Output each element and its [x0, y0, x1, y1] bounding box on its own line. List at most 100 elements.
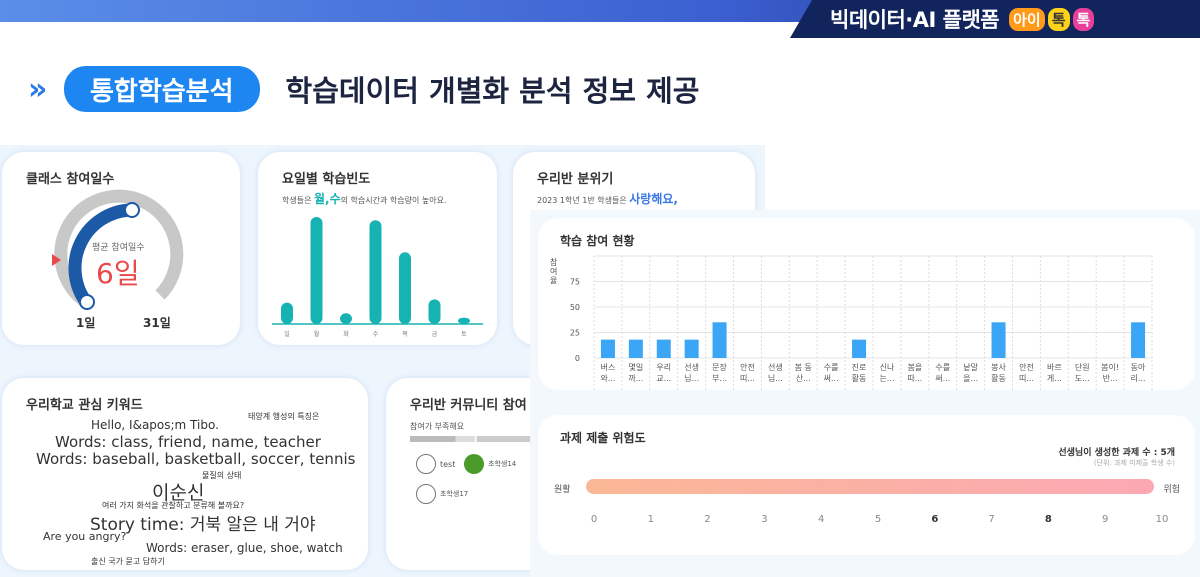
gauge-fill: [68, 203, 133, 306]
user-icon: [416, 454, 436, 474]
card-title: 학습 참여 현황: [560, 234, 635, 248]
count-value: 5개: [1160, 448, 1175, 458]
weekday-bar: [340, 313, 352, 324]
keyword: 이순신: [152, 482, 205, 504]
y-tick-label: 0: [575, 354, 580, 363]
desc-highlight: 월,수: [313, 192, 341, 206]
x-tick-label: 봄을: [907, 363, 922, 372]
participation-bar: [684, 339, 699, 358]
min-label: 1일: [76, 316, 96, 330]
risk-tick-label: 10: [1155, 514, 1169, 525]
risk-tick-label: 7: [988, 514, 995, 525]
keyword: Words: baseball, basketball, soccer, ten…: [36, 450, 356, 468]
x-tick-label: 낱말: [963, 362, 978, 372]
participation-bar: [712, 322, 727, 358]
risk-tick-label: 6: [931, 514, 939, 525]
y-tick-label: 50: [570, 303, 580, 312]
marker-triangle-icon: [52, 254, 61, 266]
avatar: [464, 454, 484, 474]
card-title: 과제 제출 위험도: [560, 431, 646, 445]
y-tick-label: 75: [570, 278, 580, 287]
gauge-start-handle: [79, 294, 95, 310]
gauge-end-handle: [124, 202, 140, 218]
x-tick-label: 까...: [628, 374, 643, 383]
keyword: Words: eraser, glue, shoe, watch: [146, 541, 343, 555]
desc-text: 학생들은: [282, 196, 314, 205]
community-card: 우리반 커뮤니티 참여 참여가 부족해요 test 초학생14 초학생17: [386, 378, 540, 570]
x-tick-label: 반...: [1103, 374, 1118, 383]
weekday-card: 요일별 학습빈도 학생들은 월,수의 학습시간과 학습량이 높아요. 일 월 화 수 목…: [258, 152, 497, 345]
risk-tick-label: 9: [1102, 514, 1109, 525]
x-tick-label: 리...: [1131, 374, 1146, 383]
x-tick-label: 단원: [1075, 362, 1090, 372]
x-tick-label: 띠...: [1019, 374, 1034, 383]
x-tick-label: 문장: [712, 362, 727, 372]
weekday-desc: 학생들은 월,수의 학습시간과 학습량이 높아요.: [282, 190, 446, 207]
x-tick-label: 신나: [880, 363, 895, 372]
x-tick-label: 수를: [935, 363, 950, 372]
x-tick-label: 안전: [1019, 362, 1034, 372]
keyword: 물질의 상태: [202, 471, 242, 480]
gauge: [52, 189, 184, 310]
x-tick-label: 몇일: [628, 362, 643, 372]
avg-value: 6일: [96, 257, 140, 290]
assignment-count: 선생님이 생성한 과제 수 : 5개: [1058, 445, 1175, 458]
member[interactable]: test: [416, 454, 455, 474]
keyword: 출신 국가 묻고 답하기: [91, 557, 165, 566]
x-tick-label: 활동: [852, 373, 867, 383]
x-tick-label: 와...: [600, 373, 615, 383]
x-tick-label: 님...: [768, 374, 783, 383]
member[interactable]: 초학생14: [464, 454, 516, 474]
mood-highlight: 사랑해요,: [629, 192, 678, 206]
risk-left-label: 원활: [554, 485, 571, 495]
member-name: test: [440, 459, 456, 469]
x-tick-label: 화: [343, 331, 349, 338]
x-tick-label: 봄 동: [795, 363, 812, 372]
x-tick-label: 버스: [601, 362, 616, 372]
user-icon: [416, 484, 436, 504]
risk-tick-label: 5: [874, 514, 882, 525]
weekday-bar: [399, 252, 411, 324]
risk-tick-label: 1: [647, 514, 654, 525]
y-axis-label: 참여율: [550, 258, 558, 285]
y-tick-label: 25: [570, 329, 580, 338]
page-title: 학습데이터 개별화 분석 정보 제공: [285, 74, 700, 108]
weekday-bar: [281, 302, 293, 324]
card-title: 클래스 참여일수: [26, 172, 115, 187]
x-tick-label: 안전: [740, 362, 755, 372]
x-tick-label: 봄이!: [1101, 362, 1119, 372]
member[interactable]: 초학생17: [416, 484, 468, 504]
x-tick-label: 수를: [824, 363, 839, 372]
mood-desc: 2023 1학년 1반 학생들은 사랑해요,: [537, 190, 678, 207]
risk-right-label: 위험: [1163, 485, 1180, 495]
risk-card: 과제 제출 위험도 선생님이 생성한 과제 수 : 5개 (단위: 과제 미제출…: [538, 415, 1195, 555]
card-title: 우리학교 관심 키워드: [26, 398, 143, 413]
x-tick-label: 교...: [656, 374, 671, 383]
x-tick-label: 동아: [1131, 362, 1146, 372]
x-tick-label: 일: [284, 330, 290, 338]
card-title: 우리반 커뮤니티 참여: [410, 398, 527, 413]
participation-bar: [600, 339, 615, 358]
unit-note: (단위: 과제 미제출 학생 수): [1093, 459, 1175, 467]
aitoktok-logo: 아이 톡 톡: [1009, 7, 1095, 31]
card-title: 우리반 분위기: [537, 172, 614, 187]
overlay-panel: 학습 참여 현황 참여율 0 25 50 75 버스 와... 몇일 까... 우리 교... 선생…: [530, 210, 1200, 577]
card-title: 요일별 학습빈도: [282, 172, 371, 187]
keyword: 여러 가지 화석을 관찰하고 분류해 볼까요?: [102, 501, 245, 510]
participation-chart: 0 25 50 75 버스와... 몇일까... 우리교... 선생님... 문장부... 안전띠…: [570, 255, 1153, 390]
x-tick-label: 봉사: [991, 363, 1006, 372]
participation-bar: [410, 436, 540, 442]
x-tick-label: 우리: [656, 363, 671, 372]
weekday-bar: [428, 299, 441, 324]
desc-text: 2023 1학년 1반 학생들은: [537, 196, 630, 205]
title-row: » 통합학습분석 학습데이터 개별화 분석 정보 제공: [28, 66, 699, 112]
participation-bar: [991, 322, 1006, 358]
risk-gradient-bar: [586, 479, 1154, 494]
brand-header: 빅데이터·AI 플랫폼 아이 톡 톡: [790, 0, 1200, 38]
x-tick-label: 금: [432, 331, 438, 338]
weekday-bar: [458, 317, 470, 324]
x-tick-label: 띠...: [740, 374, 755, 383]
x-tick-label: 수: [373, 331, 379, 338]
x-tick-label: 는...: [879, 374, 894, 383]
